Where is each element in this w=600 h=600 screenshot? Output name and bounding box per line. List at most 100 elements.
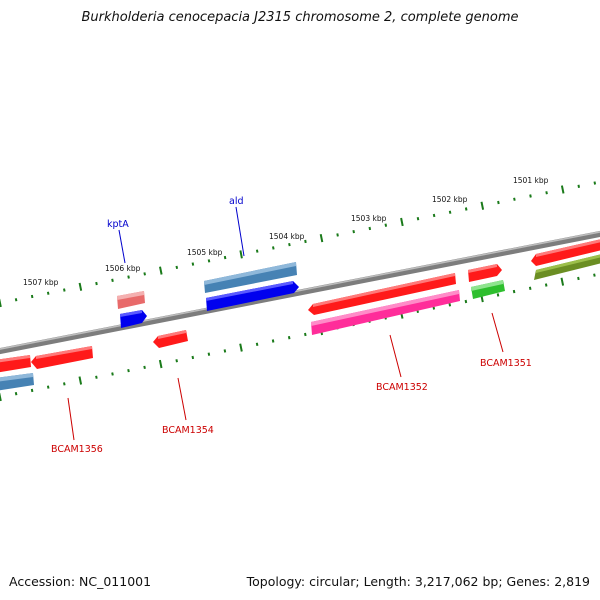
outer-minor-tick <box>448 210 452 214</box>
inner-minor-tick <box>207 352 211 356</box>
feature-red-right-top[interactable] <box>531 238 600 266</box>
outer-minor-tick <box>30 294 34 299</box>
inner-minor-tick <box>432 306 436 310</box>
inner-major-tick <box>0 392 2 402</box>
outer-major-tick <box>480 201 485 210</box>
feature-red-bcam1351[interactable] <box>468 264 502 282</box>
inner-minor-tick <box>14 392 18 396</box>
inner-minor-tick <box>593 273 596 277</box>
outer-minor-tick <box>304 239 307 244</box>
outer-minor-tick <box>464 207 468 211</box>
outer-minor-tick <box>14 298 18 302</box>
gene-label-ald[interactable]: ald <box>229 196 244 207</box>
inner-major-tick <box>239 343 243 352</box>
outer-minor-tick <box>223 255 227 260</box>
outer-minor-tick <box>127 275 130 279</box>
outer-major-tick <box>560 185 565 194</box>
inner-minor-tick <box>271 339 275 343</box>
feature-red-bcam1352-outer[interactable] <box>308 273 456 315</box>
scale-label-1503: 1503 kbp <box>351 214 387 223</box>
inner-minor-tick <box>304 332 307 337</box>
outer-minor-tick <box>368 226 372 231</box>
callout-bcam1352 <box>389 334 402 378</box>
chromosome-backbone <box>0 230 600 355</box>
outer-minor-tick <box>384 223 388 227</box>
map-title: Burkholderia cenocepacia J2315 chromosom… <box>81 10 519 25</box>
outer-major-tick <box>159 266 163 275</box>
inner-minor-tick <box>496 293 500 297</box>
callout-ald <box>235 206 245 257</box>
scale-label-1505: 1505 kbp <box>187 248 223 257</box>
inner-minor-tick <box>127 368 130 373</box>
feature-blue-ald[interactable] <box>206 281 299 311</box>
outer-minor-tick <box>272 246 275 250</box>
inner-minor-tick <box>95 375 98 379</box>
outer-minor-tick <box>95 281 98 286</box>
callout-bcam1356 <box>67 397 75 441</box>
scale-label-1504: 1504 kbp <box>269 232 305 241</box>
outer-scale-ticks <box>0 181 597 308</box>
outer-minor-tick <box>191 262 195 266</box>
feature-blue-kpta[interactable] <box>120 310 147 328</box>
callout-bcam1351 <box>491 312 504 353</box>
scale-label-1502: 1502 kbp <box>432 195 468 204</box>
outer-minor-tick <box>513 197 516 201</box>
inner-minor-tick <box>577 276 580 281</box>
gene-label-bcam1352[interactable]: BCAM1352 <box>376 382 428 393</box>
inner-minor-tick <box>63 382 66 386</box>
feature-steel-left-edge[interactable] <box>0 373 34 391</box>
outer-minor-tick <box>577 184 580 188</box>
callout-kpta <box>118 229 126 264</box>
outer-minor-tick <box>416 217 420 221</box>
outer-minor-tick <box>255 249 259 253</box>
feature-pink-bcam1352[interactable] <box>311 290 460 335</box>
inner-minor-tick <box>223 349 227 353</box>
callout-bcam1354 <box>177 377 187 421</box>
outer-minor-tick <box>593 181 597 185</box>
feature-green-small[interactable] <box>471 280 505 299</box>
inner-minor-tick <box>528 286 532 290</box>
inner-major-tick <box>560 277 565 286</box>
gene-label-bcam1351[interactable]: BCAM1351 <box>480 358 532 369</box>
inner-minor-tick <box>287 336 291 340</box>
inner-minor-tick <box>191 355 195 360</box>
inner-scale-ticks <box>0 273 596 402</box>
outer-minor-tick <box>63 288 66 292</box>
inner-minor-tick <box>448 303 452 307</box>
outer-minor-tick <box>207 259 211 263</box>
inner-minor-tick <box>175 359 178 363</box>
chromosome-backbone-highlight <box>0 231 600 350</box>
feature-red-bcam1356[interactable] <box>31 346 93 369</box>
inner-major-tick <box>78 376 83 385</box>
feature-red-left-edge[interactable] <box>0 355 31 373</box>
inner-minor-tick <box>30 388 34 393</box>
outer-major-tick <box>400 217 404 227</box>
inner-major-tick <box>158 359 163 369</box>
gene-label-kpta[interactable]: kptA <box>107 219 129 230</box>
outer-minor-tick <box>46 291 50 295</box>
gene-label-bcam1354[interactable]: BCAM1354 <box>162 425 214 436</box>
inner-minor-tick <box>143 365 146 370</box>
inner-minor-tick <box>46 385 50 389</box>
scale-label-1501: 1501 kbp <box>513 176 549 185</box>
feature-steel-ald[interactable] <box>204 262 297 293</box>
outer-minor-tick <box>352 229 355 234</box>
outer-minor-tick <box>432 213 436 218</box>
inner-minor-tick <box>111 372 114 376</box>
feature-lightred-kpta[interactable] <box>117 291 145 309</box>
outer-minor-tick <box>545 191 548 195</box>
outer-major-tick <box>319 234 324 243</box>
accession-text: Accession: NC_011001 <box>9 574 152 589</box>
genome-summary-text: Topology: circular; Length: 3,217,062 bp… <box>246 574 590 589</box>
outer-minor-tick <box>175 265 179 270</box>
outer-minor-tick <box>497 200 500 205</box>
feature-red-bcam1354[interactable] <box>153 330 188 348</box>
outer-major-tick <box>0 298 2 308</box>
inner-minor-tick <box>464 299 468 304</box>
outer-major-tick <box>78 282 83 291</box>
feature-olive-right[interactable] <box>534 253 600 280</box>
outer-minor-tick <box>143 272 146 276</box>
gene-label-bcam1356[interactable]: BCAM1356 <box>51 444 103 455</box>
inner-minor-tick <box>544 283 548 287</box>
